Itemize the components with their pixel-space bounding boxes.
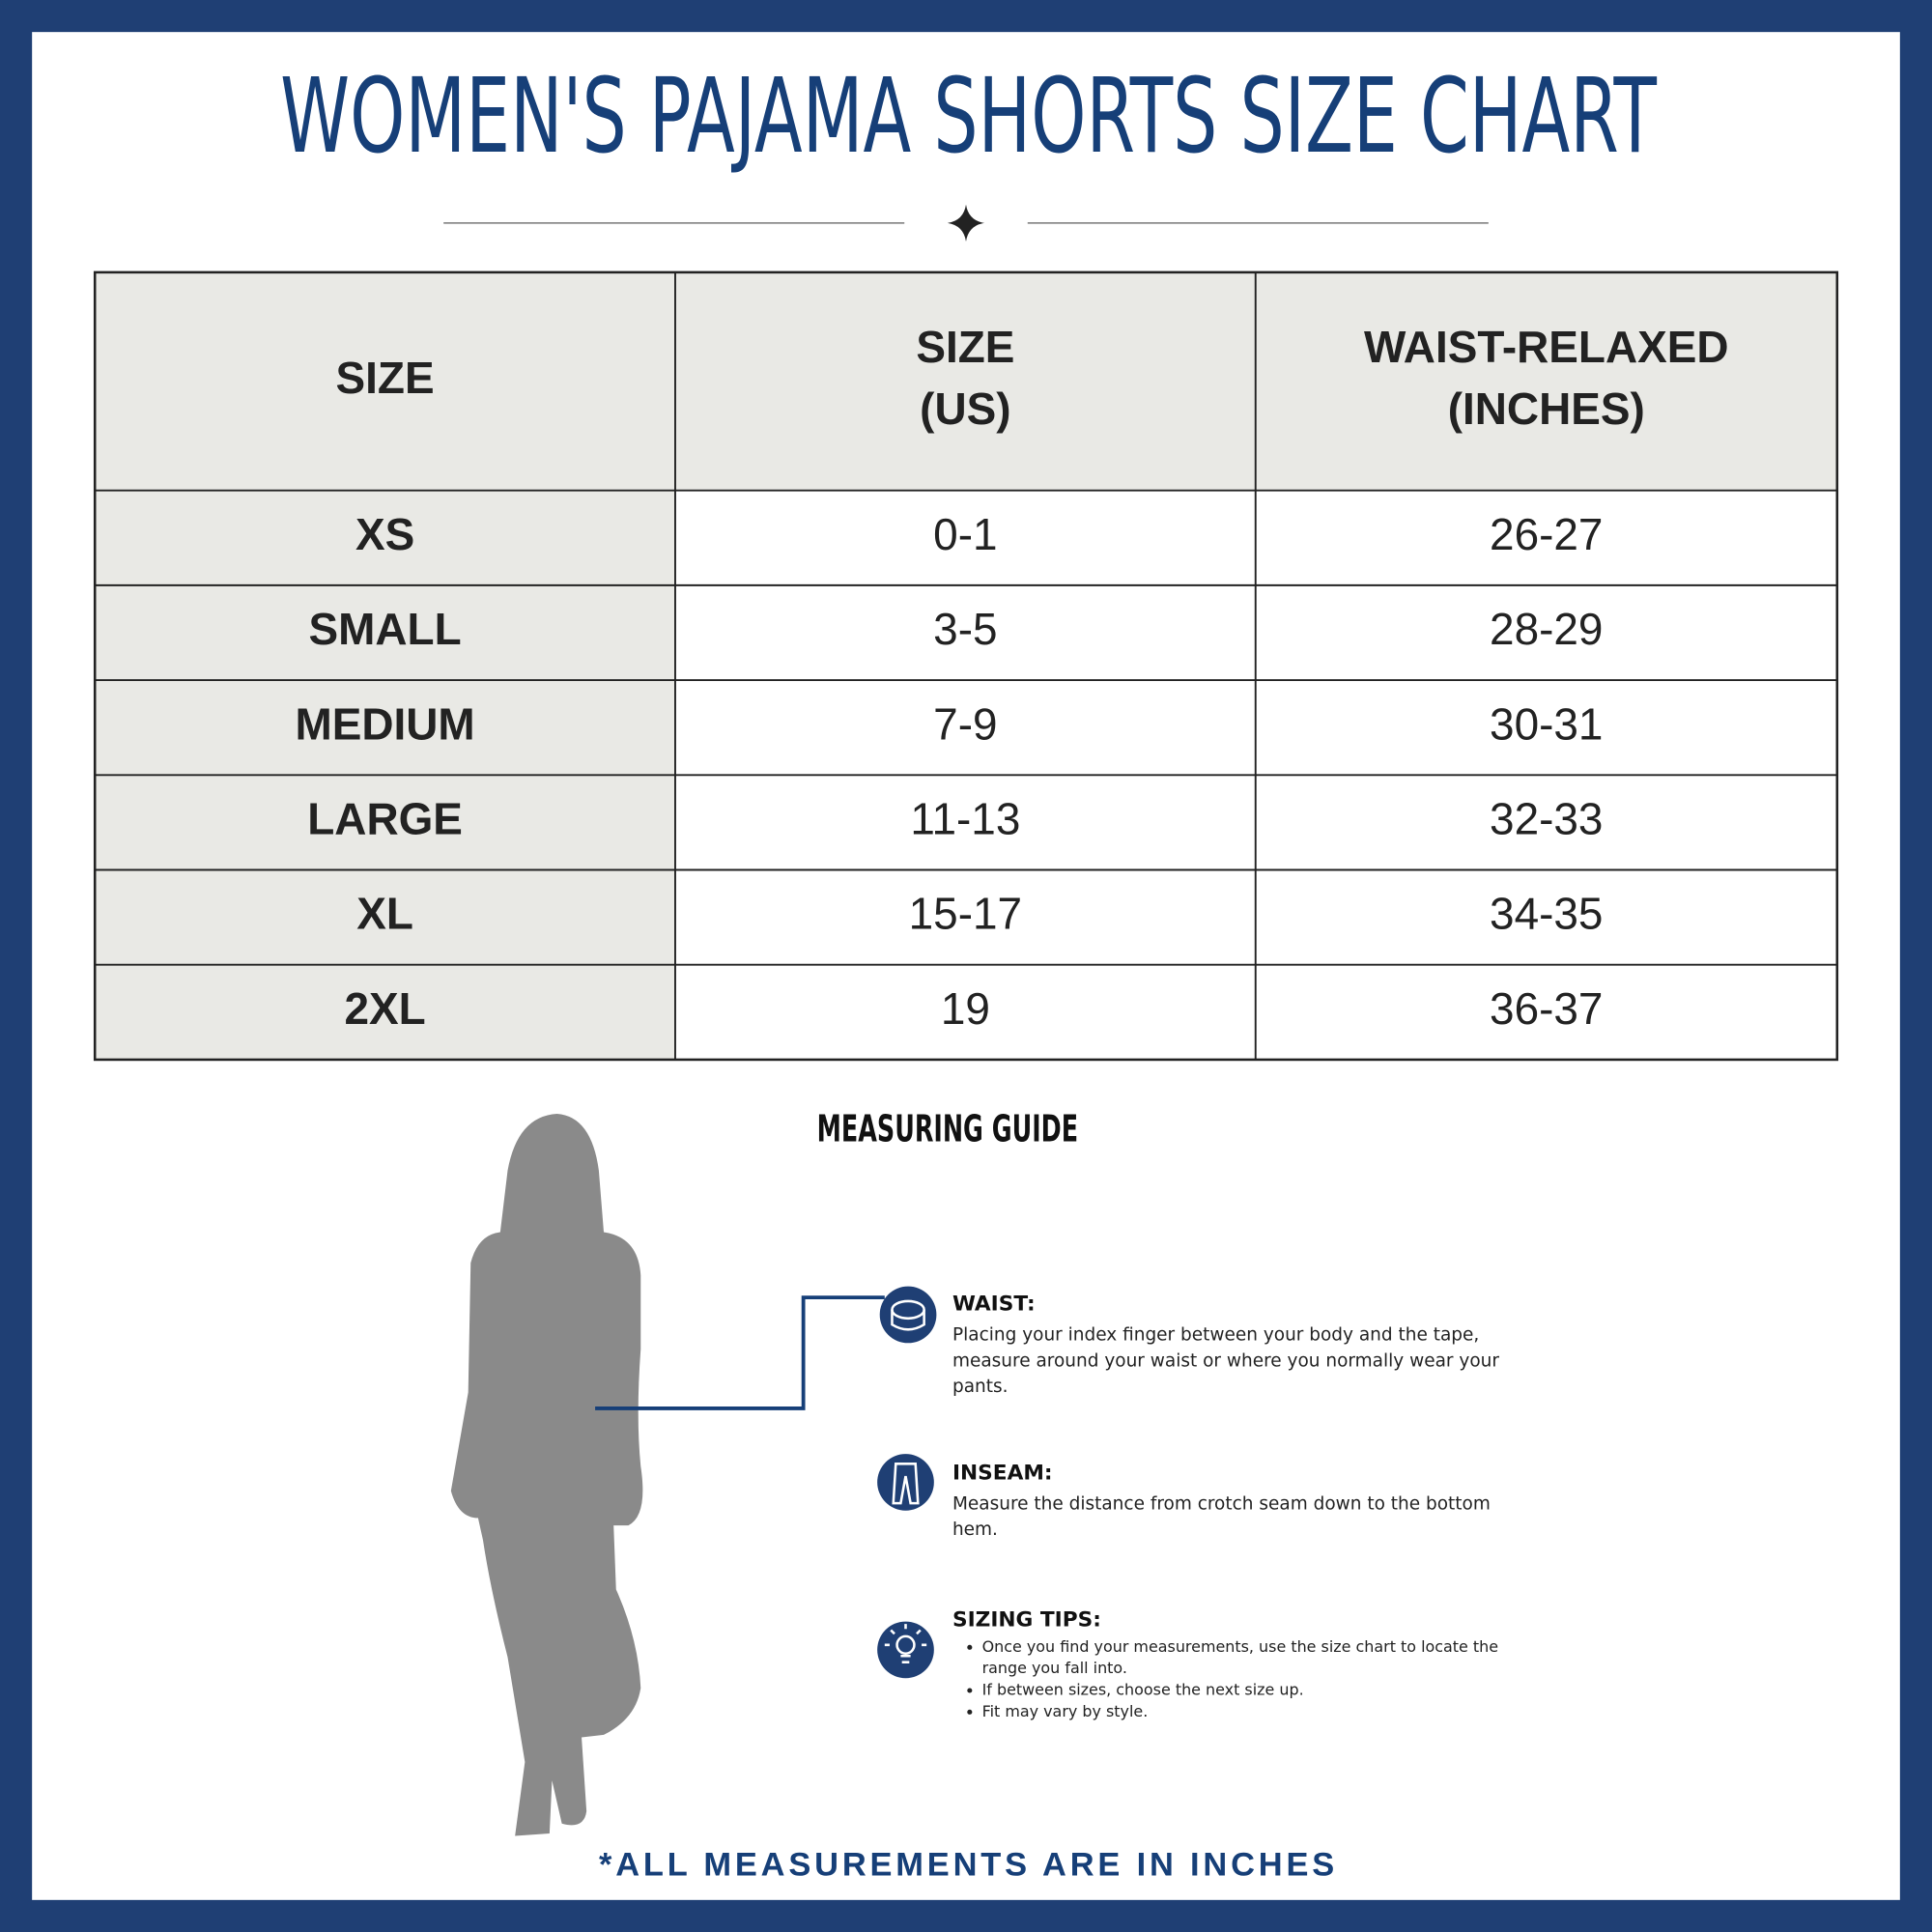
size-label: LARGE [307,794,463,844]
tip-text: Once you find your measurements, use the… [982,1637,1498,1656]
table-border [93,270,1839,1062]
column-header: SIZE [336,353,435,403]
size-label: 2XL [344,983,425,1034]
silhouette [450,1114,643,1836]
cell-value: 15-17 [909,889,1022,939]
guide-title: MEASURING GUIDE [817,1107,1078,1151]
guide-text: Placing your index finger between your b… [952,1325,1479,1346]
cell-value: 19 [941,983,990,1034]
waist-connector [595,1295,885,1410]
guide-items: WAIST: Placing your index finger between … [952,1293,1499,1720]
cell-value: 26-27 [1490,509,1603,559]
guide-label: SIZING TIPS: [952,1607,1101,1632]
icons [877,1286,937,1679]
guide-label: WAIST: [952,1293,1036,1317]
bullet [967,1688,973,1693]
cell-value: 28-29 [1490,604,1603,654]
tip-text: Fit may vary by style. [982,1702,1149,1720]
page-title: WOMEN'S PAJAMA SHORTS SIZE CHART [280,57,1657,177]
guide-text: measure around your waist or where you n… [952,1350,1499,1371]
size-label: SMALL [309,604,462,654]
column-header: (US) [920,384,1010,434]
cell-value: 3-5 [933,604,997,654]
tip-text: range you fall into. [982,1659,1127,1677]
cell-value: 0-1 [933,509,997,559]
size-label: MEDIUM [296,698,475,749]
guide-text: hem. [952,1520,998,1540]
guide-text: Measure the distance from crotch seam do… [952,1493,1491,1514]
column-header: WAIST-RELAXED [1364,322,1728,372]
bullet [967,1709,973,1715]
cell-value: 34-35 [1490,889,1603,939]
footer-note: *ALL MEASUREMENTS ARE IN INCHES [599,1846,1338,1883]
column-header: SIZE [916,322,1014,372]
guide-text: pants. [952,1377,1009,1397]
cell-value: 7-9 [933,698,997,749]
cell-value: 11-13 [910,794,1020,844]
size-label: XS [355,509,414,559]
divider [443,204,1489,242]
cell-value: 32-33 [1490,794,1603,844]
guide-label: INSEAM: [952,1462,1053,1486]
cell-value: 36-37 [1490,983,1603,1034]
tip-text: If between sizes, choose the next size u… [982,1680,1304,1698]
header-background [95,271,1837,491]
column-header: (INCHES) [1448,384,1645,434]
size-label: XL [356,889,413,939]
cell-value: 30-31 [1490,698,1603,749]
size-table: SIZE SIZE (US) WAIST-RELAXED (INCHES) XS 0-1 26… [93,270,1839,1062]
bullet [967,1644,973,1650]
